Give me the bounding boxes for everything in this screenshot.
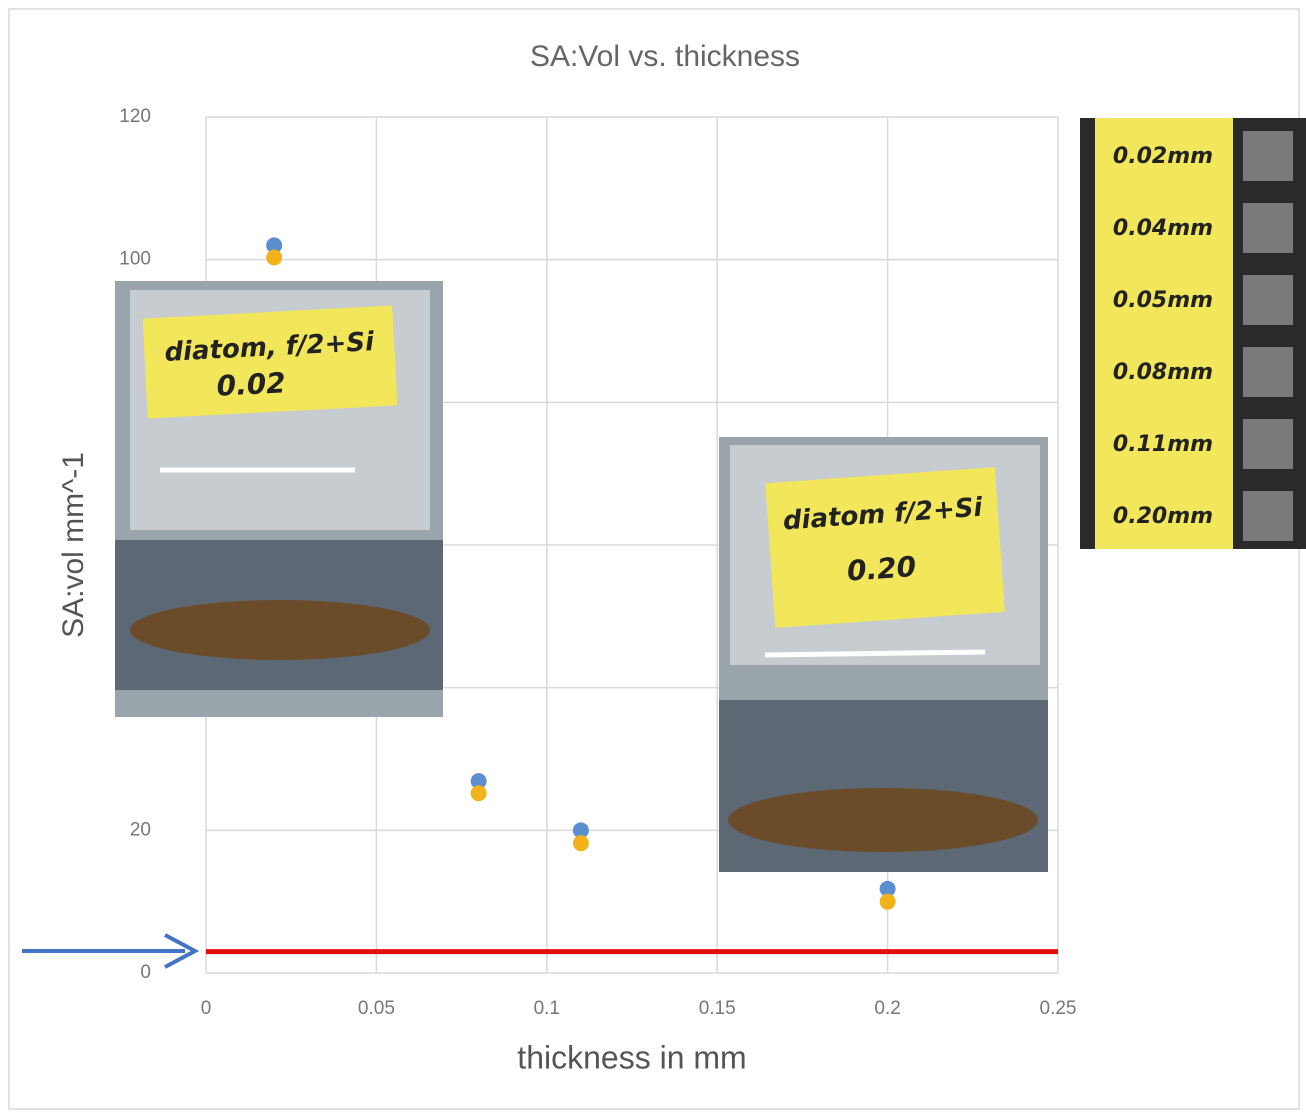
x-tick-label: 0.25 — [1040, 998, 1077, 1019]
y-tick-label: 120 — [119, 106, 151, 127]
sediment — [130, 600, 430, 660]
y-tick-label: 100 — [119, 249, 151, 270]
strip-label: 0.05mm — [1113, 288, 1213, 313]
chart-title: SA:Vol vs. thickness — [530, 40, 800, 73]
sample-square — [1243, 347, 1293, 397]
point — [573, 835, 589, 851]
photo: diatom f/2+Si 0.20 — [719, 437, 1048, 872]
point — [266, 250, 282, 266]
strip-label: 0.08mm — [1113, 360, 1213, 385]
point — [471, 785, 487, 801]
strip-tape — [1095, 118, 1233, 549]
sample-square — [1243, 203, 1293, 253]
x-axis-label: thickness in mm — [517, 1039, 746, 1075]
photo-label: 0.20 — [846, 550, 917, 588]
strip-label: 0.11mm — [1113, 432, 1213, 457]
x-tick-label: 0 — [201, 998, 212, 1019]
sample-square — [1243, 491, 1293, 541]
point — [880, 894, 896, 910]
sample-strip: 0.02mm 0.04mm 0.05mm 0.08mm 0.11mm 0.20mm — [1080, 118, 1306, 549]
label-tape — [765, 467, 1005, 628]
sample-square — [1243, 419, 1293, 469]
x-tick-label: 0.05 — [358, 998, 395, 1019]
y-tick-label: 20 — [130, 819, 151, 840]
x-tick-label: 0.15 — [699, 998, 736, 1019]
y-tick-label: 0 — [140, 962, 151, 983]
sediment — [728, 788, 1038, 852]
strip-label: 0.02mm — [1113, 144, 1213, 169]
sample-square — [1243, 131, 1293, 181]
x-tick-label: 0.2 — [874, 998, 900, 1019]
photo: diatom, f/2+Si 0.02 — [115, 281, 443, 717]
mark-line — [765, 652, 985, 655]
strip-label: 0.20mm — [1113, 504, 1213, 529]
strip-label: 0.04mm — [1113, 216, 1213, 241]
chart: SA:Vol vs. thickness thickness in mm SA:… — [0, 0, 1306, 1116]
page: SA:Vol vs. thickness thickness in mm SA:… — [0, 0, 1306, 1116]
x-tick-label: 0.1 — [534, 998, 560, 1019]
y-axis-label: SA:vol mm^-1 — [57, 452, 90, 638]
photo-label: 0.02 — [216, 366, 287, 403]
sample-square — [1243, 275, 1293, 325]
